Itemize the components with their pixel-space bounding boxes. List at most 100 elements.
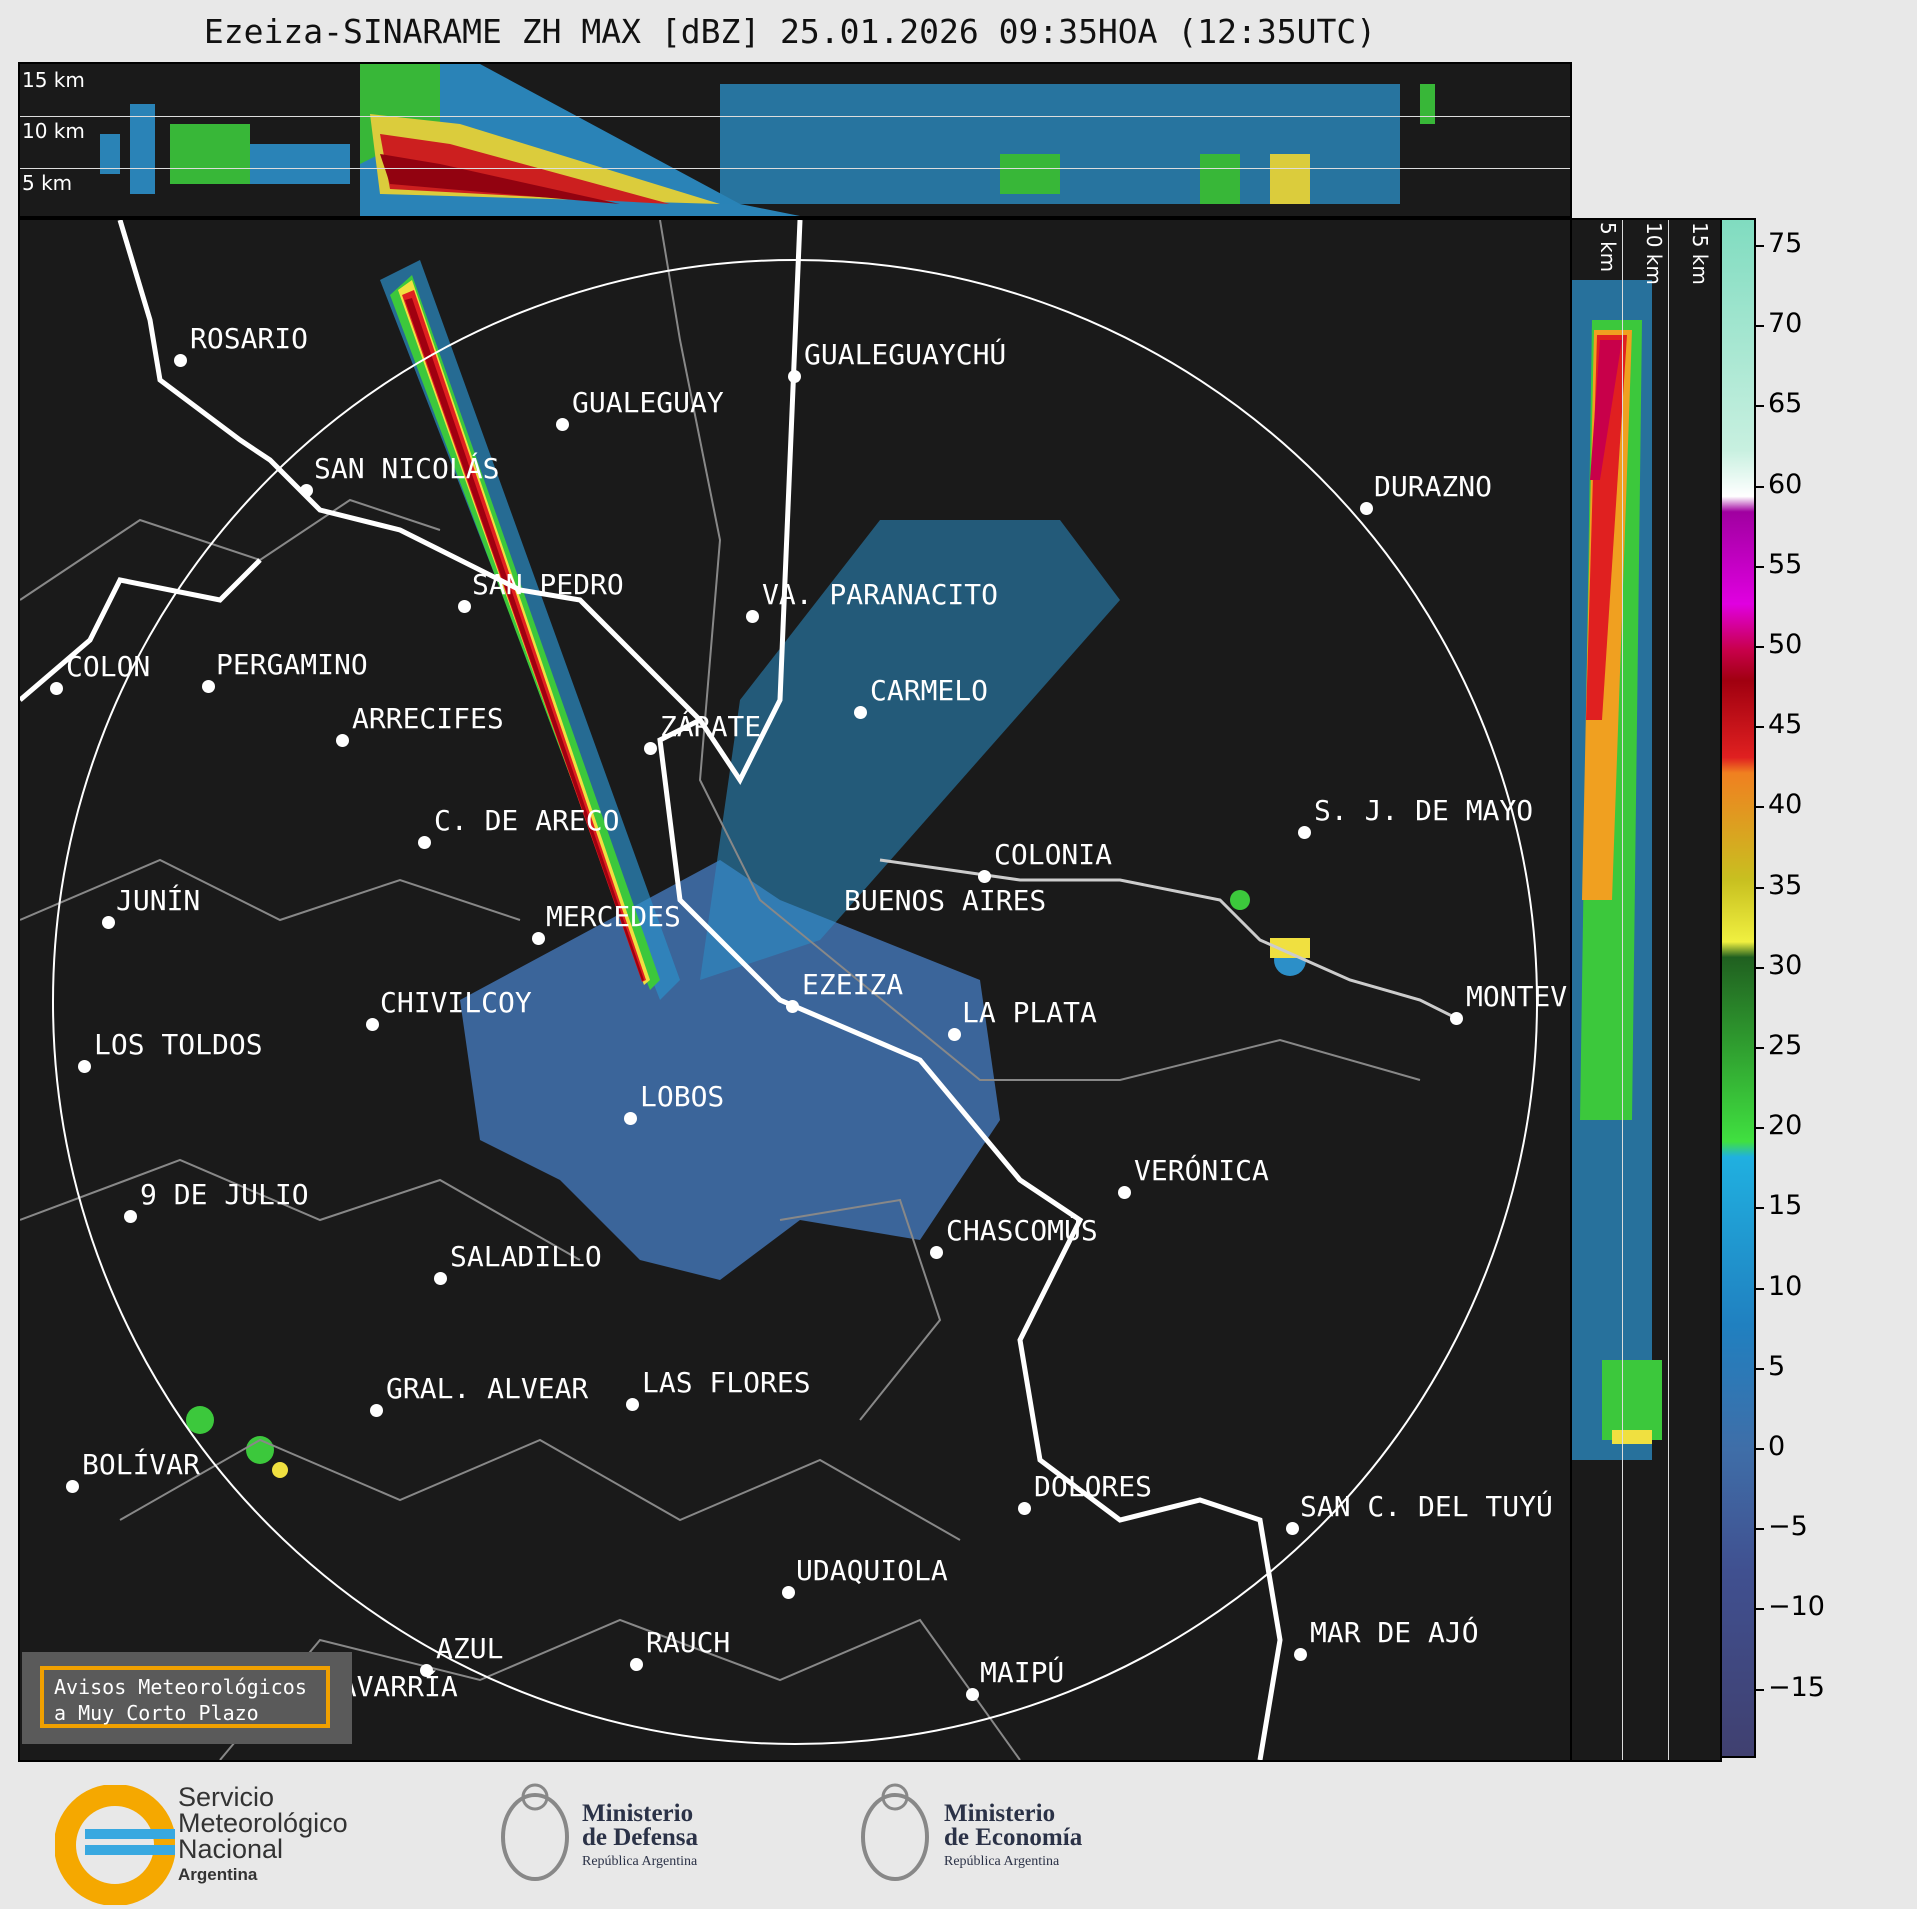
defensa-logo-line2: de Defensa xyxy=(582,1824,698,1851)
top-label-15km: 15 km xyxy=(22,68,85,92)
colorbar-tick-label: 60 xyxy=(1768,468,1803,500)
city-dot xyxy=(532,932,545,945)
colorbar-tick-label: 20 xyxy=(1768,1110,1803,1142)
city-dot xyxy=(102,916,115,929)
city-dot xyxy=(966,1688,979,1701)
city-label-zarate: ZÁRATE xyxy=(660,710,762,743)
city-dot xyxy=(788,370,801,383)
city-dot xyxy=(930,1246,943,1259)
city-dot xyxy=(854,706,867,719)
warnings-badge[interactable]: Avisos Meteorológicos a Muy Corto Plazo xyxy=(22,1652,352,1744)
city-dot xyxy=(1298,826,1311,839)
city-dot xyxy=(418,836,431,849)
city-dot xyxy=(366,1018,379,1031)
colorbar-tick-mark xyxy=(1756,245,1764,247)
side-cross-section-echoes xyxy=(1572,280,1662,1460)
city-label-buenos-aires: BUENOS AIRES xyxy=(844,884,1047,917)
smn-logo-line3: Nacional xyxy=(178,1834,284,1864)
city-dot xyxy=(370,1404,383,1417)
city-label-chivilcoy: CHIVILCOY xyxy=(380,986,532,1019)
side-cross-section-panel: 5 km 10 km 15 km xyxy=(1570,218,1722,1762)
colorbar-tick-label: 70 xyxy=(1768,308,1803,340)
city-dot xyxy=(174,354,187,367)
city-dot xyxy=(948,1028,961,1041)
city-label-mercedes: MERCEDES xyxy=(546,900,681,933)
radar-map-panel xyxy=(18,218,1572,1762)
height-line-5km xyxy=(20,168,1570,169)
top-cross-section-panel: 15 km 10 km 5 km xyxy=(18,62,1572,218)
radar-range-ring xyxy=(52,259,1538,1745)
city-dot xyxy=(1450,1012,1463,1025)
smn-logo-line1: Servicio xyxy=(178,1782,275,1812)
badge-line1: Avisos Meteorológicos xyxy=(54,1675,307,1699)
colorbar-tick-label: 65 xyxy=(1768,388,1803,420)
city-dot xyxy=(624,1112,637,1125)
city-label-rosario: ROSARIO xyxy=(190,322,309,355)
city-dot xyxy=(782,1586,795,1599)
side-label-15km: 15 km xyxy=(1688,222,1712,285)
city-dot xyxy=(1360,502,1373,515)
city-label-veronica: VERÓNICA xyxy=(1134,1154,1269,1187)
city-label-9-de-julio: 9 DE JULIO xyxy=(140,1178,309,1211)
city-dot xyxy=(66,1480,79,1493)
city-dot xyxy=(336,734,349,747)
colorbar-tick-label: 5 xyxy=(1768,1350,1786,1382)
argentina-seal-icon xyxy=(501,1783,569,1881)
city-label-azul: AZUL xyxy=(436,1632,504,1665)
smn-logo-line4: Argentina xyxy=(178,1865,258,1884)
colorbar-tick-mark xyxy=(1756,565,1764,568)
city-dot xyxy=(556,418,569,431)
city-label-pergamino: PERGAMINO xyxy=(216,648,368,681)
side-line-10km xyxy=(1668,220,1669,1760)
city-dot xyxy=(300,484,313,497)
city-label-lobos: LOBOS xyxy=(640,1080,725,1113)
city-label-san-nicolas: SAN NICOLÁS xyxy=(314,452,500,485)
city-dot xyxy=(50,682,63,695)
city-label-udaquiola: UDAQUIOLA xyxy=(796,1554,948,1587)
city-dot xyxy=(420,1664,433,1677)
city-dot xyxy=(644,742,657,755)
side-line-5km xyxy=(1622,220,1623,1760)
colorbar-tick-mark xyxy=(1756,646,1764,648)
colorbar-tick-mark xyxy=(1756,1207,1764,1210)
city-label-colonia: COLONIA xyxy=(994,838,1113,871)
colorbar-tick-mark xyxy=(1756,485,1764,488)
city-label-chascomus: CHASCOMÚS xyxy=(946,1214,1098,1247)
colorbar-tick-label: 35 xyxy=(1768,869,1803,901)
city-label-colon: COLON xyxy=(66,650,151,683)
city-label-junin: JUNÍN xyxy=(116,884,201,917)
city-label-ezeiza: EZEIZA xyxy=(802,968,904,1001)
city-label-gral-alvear: GRAL. ALVEAR xyxy=(386,1372,589,1405)
city-dot xyxy=(1294,1648,1307,1661)
reflectivity-echoes xyxy=(186,260,1310,1478)
colorbar-tick-label: −5 xyxy=(1768,1511,1808,1543)
colorbar-tick-mark xyxy=(1756,1367,1764,1370)
colorbar-tick-mark xyxy=(1756,966,1764,969)
city-label-bolivar: BOLÍVAR xyxy=(82,1448,201,1481)
city-label-mar-de-ajo: MAR DE AJÓ xyxy=(1310,1616,1479,1649)
city-label-san-c-del-tuyu: SAN C. DEL TUYÚ xyxy=(1300,1490,1553,1523)
dbz-colorbar xyxy=(1720,218,1756,1758)
colorbar-tick-label: 55 xyxy=(1768,548,1803,580)
argentina-seal-icon xyxy=(861,1783,929,1881)
city-dot xyxy=(630,1658,643,1671)
top-label-5km: 5 km xyxy=(22,171,73,195)
colorbar-tick-label: 25 xyxy=(1768,1030,1803,1061)
colorbar-tick-mark xyxy=(1756,806,1764,809)
city-label-gualeguay: GUALEGUAY xyxy=(572,386,724,419)
colorbar-tick-mark xyxy=(1756,1047,1764,1049)
colorbar-tick-mark xyxy=(1756,1127,1764,1130)
uruguay-coast xyxy=(879,858,1461,1022)
colorbar-tick-mark xyxy=(1756,1688,1764,1691)
city-label-gualeguaychu: GUALEGUAYCHÚ xyxy=(804,338,1007,371)
city-dot xyxy=(434,1272,447,1285)
city-dot xyxy=(124,1210,137,1223)
colorbar-tick-mark xyxy=(1756,1448,1764,1450)
city-label-san-pedro: SAN PEDRO xyxy=(472,568,624,601)
colorbar-tick-mark xyxy=(1756,1608,1764,1611)
city-label-saladillo: SALADILLO xyxy=(450,1240,602,1273)
city-label-rauch: RAUCH xyxy=(646,1626,731,1659)
city-dot xyxy=(78,1060,91,1073)
economia-logo-line3: República Argentina xyxy=(944,1854,1060,1869)
city-label-va-paranacito: VA. PARANACITO xyxy=(762,578,999,611)
